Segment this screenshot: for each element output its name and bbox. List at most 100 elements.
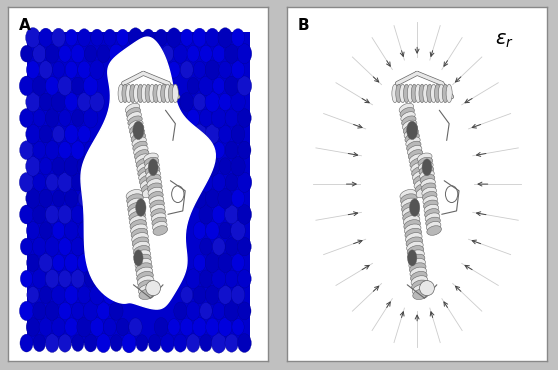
Ellipse shape [138, 284, 155, 295]
Circle shape [26, 61, 40, 79]
Circle shape [71, 174, 84, 191]
Circle shape [205, 28, 219, 47]
Circle shape [192, 124, 207, 144]
Ellipse shape [139, 289, 156, 300]
Circle shape [219, 61, 232, 78]
Circle shape [211, 108, 226, 128]
Ellipse shape [404, 220, 420, 231]
Circle shape [232, 319, 244, 335]
Circle shape [231, 286, 245, 304]
Circle shape [224, 76, 239, 95]
Ellipse shape [405, 224, 421, 235]
Ellipse shape [412, 280, 428, 291]
Circle shape [180, 61, 193, 78]
Circle shape [116, 318, 129, 336]
Circle shape [71, 238, 85, 256]
Circle shape [219, 93, 232, 111]
Circle shape [232, 61, 245, 79]
Ellipse shape [128, 202, 145, 213]
Polygon shape [81, 37, 215, 309]
Ellipse shape [401, 112, 415, 122]
Ellipse shape [412, 166, 426, 177]
Ellipse shape [407, 145, 422, 156]
Circle shape [205, 60, 220, 80]
Circle shape [230, 221, 246, 240]
Circle shape [52, 28, 65, 47]
Circle shape [238, 141, 251, 159]
Circle shape [212, 205, 225, 223]
Circle shape [206, 221, 219, 240]
Ellipse shape [151, 209, 165, 218]
Circle shape [45, 141, 59, 159]
Ellipse shape [411, 276, 427, 287]
Ellipse shape [406, 137, 420, 147]
Circle shape [20, 205, 33, 224]
Ellipse shape [126, 103, 140, 114]
Ellipse shape [148, 187, 162, 197]
Circle shape [231, 125, 245, 143]
Ellipse shape [406, 237, 422, 248]
Ellipse shape [128, 207, 145, 218]
Ellipse shape [408, 149, 422, 160]
Circle shape [33, 334, 46, 352]
Ellipse shape [145, 166, 160, 175]
Circle shape [199, 172, 213, 192]
Circle shape [238, 109, 251, 127]
Circle shape [32, 237, 46, 256]
Circle shape [238, 269, 251, 288]
Circle shape [205, 285, 219, 305]
Circle shape [186, 302, 200, 320]
Ellipse shape [410, 199, 420, 216]
Ellipse shape [127, 194, 143, 205]
Ellipse shape [143, 153, 158, 162]
Circle shape [90, 60, 104, 80]
Circle shape [199, 205, 213, 224]
Ellipse shape [401, 194, 417, 205]
Circle shape [219, 158, 232, 175]
Circle shape [200, 141, 213, 159]
Ellipse shape [134, 250, 143, 266]
Ellipse shape [401, 198, 417, 209]
Circle shape [45, 237, 59, 256]
Circle shape [78, 61, 90, 78]
Ellipse shape [127, 198, 144, 209]
Circle shape [187, 109, 200, 127]
Circle shape [193, 93, 206, 111]
Ellipse shape [420, 170, 434, 180]
Ellipse shape [126, 84, 132, 102]
Ellipse shape [146, 170, 161, 180]
Ellipse shape [423, 84, 429, 102]
Circle shape [180, 92, 194, 111]
Circle shape [161, 334, 175, 353]
Circle shape [52, 126, 65, 142]
Ellipse shape [419, 84, 425, 102]
Circle shape [39, 318, 52, 336]
Ellipse shape [411, 84, 417, 102]
Ellipse shape [408, 254, 425, 265]
Circle shape [193, 28, 206, 47]
Circle shape [21, 46, 33, 62]
Circle shape [83, 301, 98, 321]
Ellipse shape [405, 133, 420, 143]
Ellipse shape [136, 158, 151, 168]
Circle shape [26, 318, 40, 336]
Bar [27, 32, 249, 343]
Circle shape [71, 141, 85, 159]
Ellipse shape [419, 166, 434, 175]
Circle shape [97, 45, 110, 63]
Ellipse shape [136, 199, 146, 216]
Ellipse shape [141, 84, 147, 102]
Circle shape [212, 269, 226, 288]
Ellipse shape [431, 84, 437, 102]
Circle shape [174, 334, 187, 352]
Ellipse shape [407, 141, 421, 151]
Circle shape [200, 270, 213, 287]
Circle shape [27, 254, 39, 271]
Circle shape [39, 189, 52, 208]
Ellipse shape [407, 84, 413, 102]
Circle shape [33, 174, 46, 191]
Circle shape [84, 141, 97, 159]
Ellipse shape [424, 200, 438, 210]
Circle shape [142, 29, 155, 46]
Circle shape [26, 156, 40, 176]
